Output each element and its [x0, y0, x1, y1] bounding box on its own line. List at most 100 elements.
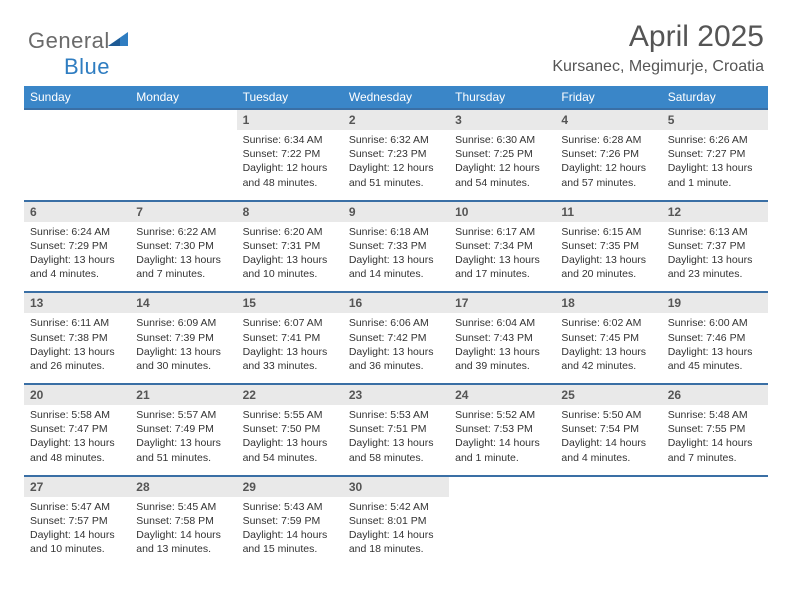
daylight-line1: Daylight: 14 hours: [243, 528, 337, 542]
day-info: Sunrise: 5:55 AMSunset: 7:50 PMDaylight:…: [237, 405, 343, 465]
brand-part2: Blue: [64, 54, 110, 79]
day-cell: 25Sunrise: 5:50 AMSunset: 7:54 PMDayligh…: [555, 385, 661, 469]
sunset-text: Sunset: 7:47 PM: [30, 422, 124, 436]
daylight-line2: and 4 minutes.: [30, 267, 124, 281]
daylight-line1: Daylight: 13 hours: [349, 253, 443, 267]
sunset-text: Sunset: 7:41 PM: [243, 331, 337, 345]
day-info: Sunrise: 5:43 AMSunset: 7:59 PMDaylight:…: [237, 497, 343, 557]
daylight-line2: and 4 minutes.: [561, 451, 655, 465]
daylight-line1: Daylight: 14 hours: [136, 528, 230, 542]
sunrise-text: Sunrise: 6:09 AM: [136, 316, 230, 330]
sunset-text: Sunset: 7:26 PM: [561, 147, 655, 161]
daylight-line1: Daylight: 14 hours: [561, 436, 655, 450]
day-info: Sunrise: 6:18 AMSunset: 7:33 PMDaylight:…: [343, 222, 449, 282]
day-cell: 7Sunrise: 6:22 AMSunset: 7:30 PMDaylight…: [130, 202, 236, 286]
day-cell: 29Sunrise: 5:43 AMSunset: 7:59 PMDayligh…: [237, 477, 343, 561]
day-number: [24, 110, 130, 116]
day-info: Sunrise: 5:52 AMSunset: 7:53 PMDaylight:…: [449, 405, 555, 465]
day-info: Sunrise: 6:26 AMSunset: 7:27 PMDaylight:…: [662, 130, 768, 190]
daylight-line2: and 7 minutes.: [668, 451, 762, 465]
day-info: Sunrise: 6:06 AMSunset: 7:42 PMDaylight:…: [343, 313, 449, 373]
day-number: 20: [24, 385, 130, 405]
day-info: Sunrise: 6:34 AMSunset: 7:22 PMDaylight:…: [237, 130, 343, 190]
sunrise-text: Sunrise: 6:04 AM: [455, 316, 549, 330]
day-cell: 16Sunrise: 6:06 AMSunset: 7:42 PMDayligh…: [343, 293, 449, 377]
day-number: 24: [449, 385, 555, 405]
day-cell: 26Sunrise: 5:48 AMSunset: 7:55 PMDayligh…: [662, 385, 768, 469]
day-info: Sunrise: 5:47 AMSunset: 7:57 PMDaylight:…: [24, 497, 130, 557]
sunset-text: Sunset: 7:57 PM: [30, 514, 124, 528]
day-number: 23: [343, 385, 449, 405]
day-number: 17: [449, 293, 555, 313]
day-cell: 14Sunrise: 6:09 AMSunset: 7:39 PMDayligh…: [130, 293, 236, 377]
day-number: 29: [237, 477, 343, 497]
daylight-line1: Daylight: 12 hours: [243, 161, 337, 175]
page: General Blue April 2025 Kursanec, Megimu…: [0, 0, 792, 612]
brand-part1: General: [28, 28, 110, 53]
day-info: Sunrise: 6:30 AMSunset: 7:25 PMDaylight:…: [449, 130, 555, 190]
week-row: 20Sunrise: 5:58 AMSunset: 7:47 PMDayligh…: [24, 383, 768, 469]
day-number: 9: [343, 202, 449, 222]
day-number: [662, 477, 768, 483]
day-cell: 27Sunrise: 5:47 AMSunset: 7:57 PMDayligh…: [24, 477, 130, 561]
daylight-line2: and 10 minutes.: [30, 542, 124, 556]
day-number: [555, 477, 661, 483]
sunrise-text: Sunrise: 6:17 AM: [455, 225, 549, 239]
daylight-line2: and 45 minutes.: [668, 359, 762, 373]
day-number: 13: [24, 293, 130, 313]
day-number: 30: [343, 477, 449, 497]
daylight-line1: Daylight: 13 hours: [30, 345, 124, 359]
page-title: April 2025: [629, 20, 764, 54]
day-info: Sunrise: 6:17 AMSunset: 7:34 PMDaylight:…: [449, 222, 555, 282]
daylight-line2: and 33 minutes.: [243, 359, 337, 373]
daylight-line1: Daylight: 13 hours: [561, 345, 655, 359]
day-cell: 19Sunrise: 6:00 AMSunset: 7:46 PMDayligh…: [662, 293, 768, 377]
sunset-text: Sunset: 7:23 PM: [349, 147, 443, 161]
dow-header: Sunday Monday Tuesday Wednesday Thursday…: [24, 86, 768, 108]
daylight-line1: Daylight: 13 hours: [136, 253, 230, 267]
daylight-line2: and 13 minutes.: [136, 542, 230, 556]
dow-wednesday: Wednesday: [343, 86, 449, 108]
day-info: Sunrise: 5:50 AMSunset: 7:54 PMDaylight:…: [555, 405, 661, 465]
day-number: 6: [24, 202, 130, 222]
day-number: 8: [237, 202, 343, 222]
day-cell: 2 Sunrise: 6:32 AMSunset: 7:23 PMDaylight…: [343, 110, 449, 194]
day-info: Sunrise: 5:42 AMSunset: 8:01 PMDaylight:…: [343, 497, 449, 557]
day-number: 25: [555, 385, 661, 405]
sunset-text: Sunset: 7:53 PM: [455, 422, 549, 436]
sunset-text: Sunset: 7:31 PM: [243, 239, 337, 253]
daylight-line2: and 57 minutes.: [561, 176, 655, 190]
sunrise-text: Sunrise: 6:32 AM: [349, 133, 443, 147]
day-number: 2: [343, 110, 449, 130]
daylight-line2: and 15 minutes.: [243, 542, 337, 556]
sunset-text: Sunset: 7:42 PM: [349, 331, 443, 345]
day-cell: 18Sunrise: 6:02 AMSunset: 7:45 PMDayligh…: [555, 293, 661, 377]
day-cell: 12Sunrise: 6:13 AMSunset: 7:37 PMDayligh…: [662, 202, 768, 286]
sunrise-text: Sunrise: 6:11 AM: [30, 316, 124, 330]
day-cell: 28Sunrise: 5:45 AMSunset: 7:58 PMDayligh…: [130, 477, 236, 561]
week-row: 1Sunrise: 6:34 AMSunset: 7:22 PMDaylight…: [24, 108, 768, 194]
dow-saturday: Saturday: [662, 86, 768, 108]
day-cell: 21Sunrise: 5:57 AMSunset: 7:49 PMDayligh…: [130, 385, 236, 469]
sunset-text: Sunset: 7:50 PM: [243, 422, 337, 436]
day-info: Sunrise: 6:09 AMSunset: 7:39 PMDaylight:…: [130, 313, 236, 373]
daylight-line2: and 48 minutes.: [243, 176, 337, 190]
sunrise-text: Sunrise: 6:07 AM: [243, 316, 337, 330]
sunrise-text: Sunrise: 5:42 AM: [349, 500, 443, 514]
day-number: 5: [662, 110, 768, 130]
day-number: 12: [662, 202, 768, 222]
daylight-line2: and 1 minute.: [668, 176, 762, 190]
daylight-line1: Daylight: 12 hours: [349, 161, 443, 175]
day-info: Sunrise: 5:53 AMSunset: 7:51 PMDaylight:…: [343, 405, 449, 465]
day-cell: 23Sunrise: 5:53 AMSunset: 7:51 PMDayligh…: [343, 385, 449, 469]
brand-logo: General Blue: [28, 28, 128, 80]
day-info: Sunrise: 6:24 AMSunset: 7:29 PMDaylight:…: [24, 222, 130, 282]
sunset-text: Sunset: 7:39 PM: [136, 331, 230, 345]
day-cell: 10Sunrise: 6:17 AMSunset: 7:34 PMDayligh…: [449, 202, 555, 286]
daylight-line1: Daylight: 13 hours: [455, 345, 549, 359]
daylight-line1: Daylight: 13 hours: [243, 436, 337, 450]
day-info: Sunrise: 6:07 AMSunset: 7:41 PMDaylight:…: [237, 313, 343, 373]
daylight-line1: Daylight: 13 hours: [349, 436, 443, 450]
day-info: Sunrise: 5:45 AMSunset: 7:58 PMDaylight:…: [130, 497, 236, 557]
day-number: 14: [130, 293, 236, 313]
